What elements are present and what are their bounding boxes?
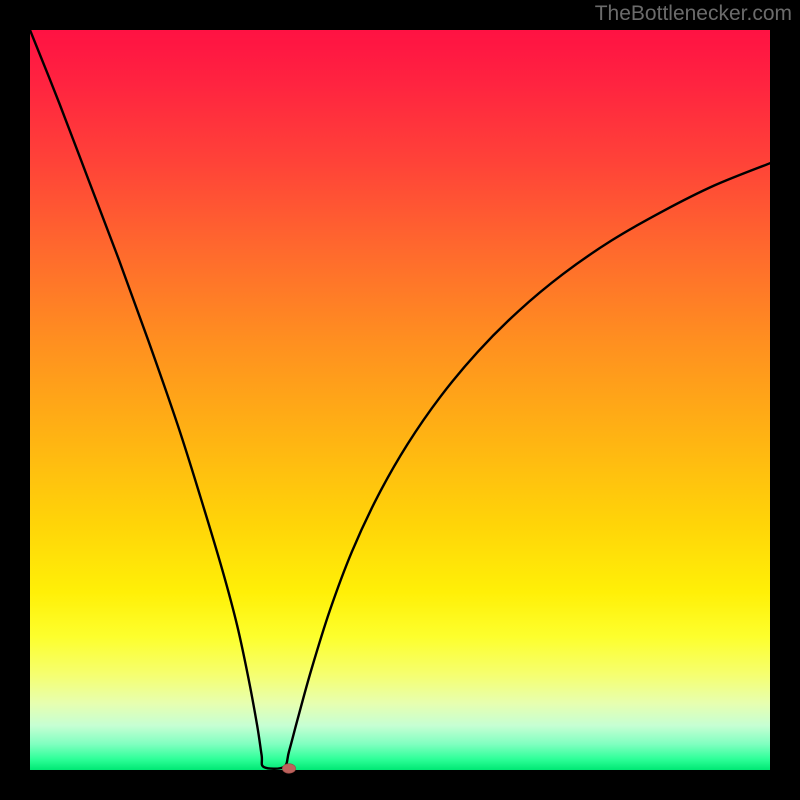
watermark-text: TheBottlenecker.com	[595, 2, 792, 26]
chart-frame: TheBottlenecker.com	[0, 0, 800, 800]
bottleneck-chart	[0, 0, 800, 800]
chart-plot-area	[30, 30, 770, 770]
optimal-point-marker	[282, 764, 295, 774]
